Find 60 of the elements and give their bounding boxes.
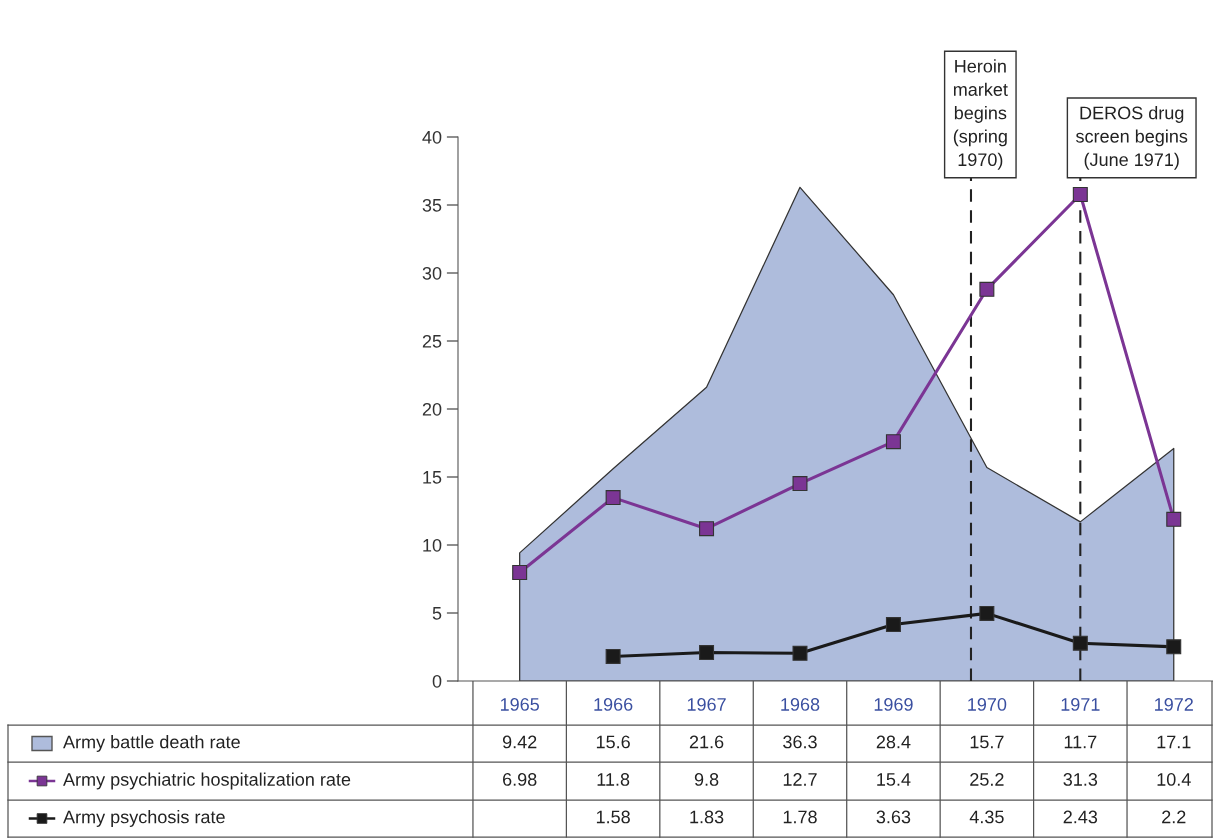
- ref-line-label: DEROS drug screen begins (June 1971): [1076, 106, 1188, 170]
- legend-label: Army battle death rate: [63, 735, 240, 752]
- data-label: 3.63: [876, 810, 911, 824]
- point: [979, 281, 995, 297]
- data-label: 9.8: [694, 773, 719, 786]
- data-label: 10.4: [1157, 773, 1191, 786]
- data-label: 21.6: [689, 735, 724, 749]
- data-label: 1.58: [596, 810, 630, 824]
- x-tick-label: 1969: [874, 698, 913, 711]
- y-tick-label: 15: [423, 471, 442, 484]
- data-label: 25.2: [970, 773, 1004, 786]
- data-label: 2.43: [1063, 810, 1098, 824]
- y-tick-label: 20: [422, 402, 442, 416]
- point: [1072, 187, 1088, 203]
- data-label: 6.98: [503, 773, 537, 786]
- data-label: 12.7: [783, 773, 817, 786]
- data-label: 11.8: [597, 773, 630, 786]
- point: [605, 648, 621, 664]
- data-label: 9.42: [502, 735, 537, 749]
- data-label: 15.4: [877, 773, 911, 786]
- ref-line-label: Heroin market begins (spring 1970): [953, 59, 1008, 170]
- legend-label: Army psychosis rate: [63, 810, 225, 827]
- point: [1166, 639, 1182, 655]
- data-label: 1.78: [783, 810, 817, 824]
- y-tick-label: 25: [422, 334, 442, 348]
- data-label: 4.35: [969, 810, 1004, 824]
- point: [699, 645, 715, 661]
- data-label: 31.3: [1063, 773, 1098, 786]
- y-tick-label: 5: [432, 607, 442, 620]
- point: [512, 565, 528, 581]
- point: [885, 434, 901, 450]
- data-label: 36.3: [783, 735, 817, 749]
- point: [979, 605, 995, 621]
- point: [792, 645, 808, 661]
- data-label: 17.1: [1157, 735, 1191, 749]
- legend-label: Army psychiatric hospitalization rate: [63, 772, 351, 790]
- data-label: 11.7: [1064, 735, 1097, 749]
- data-label: 15.7: [970, 735, 1004, 749]
- y-tick-label: 35: [422, 198, 442, 212]
- point: [699, 521, 715, 537]
- x-tick-label: 1970: [968, 698, 1007, 711]
- data-label: 28.4: [876, 735, 911, 749]
- x-tick-label: 1965: [500, 698, 539, 711]
- data-label: 1.83: [690, 810, 724, 824]
- point: [1166, 511, 1182, 527]
- y-tick-label: 30: [422, 266, 442, 280]
- point: [1072, 635, 1088, 651]
- point: [885, 617, 901, 633]
- x-tick-label: 1971: [1061, 698, 1100, 711]
- y-tick-label: 10: [423, 538, 442, 552]
- x-tick-label: 1967: [687, 698, 726, 711]
- x-tick-label: 1968: [781, 698, 820, 711]
- y-tick-label: 0: [432, 674, 442, 688]
- x-tick-label: 1972: [1155, 698, 1193, 711]
- y-tick-label: 40: [422, 130, 442, 144]
- x-tick-label: 1966: [594, 698, 633, 711]
- point: [605, 490, 621, 506]
- point: [792, 476, 808, 492]
- data-label: 2.2: [1162, 810, 1186, 824]
- data-label: 15.6: [596, 735, 630, 749]
